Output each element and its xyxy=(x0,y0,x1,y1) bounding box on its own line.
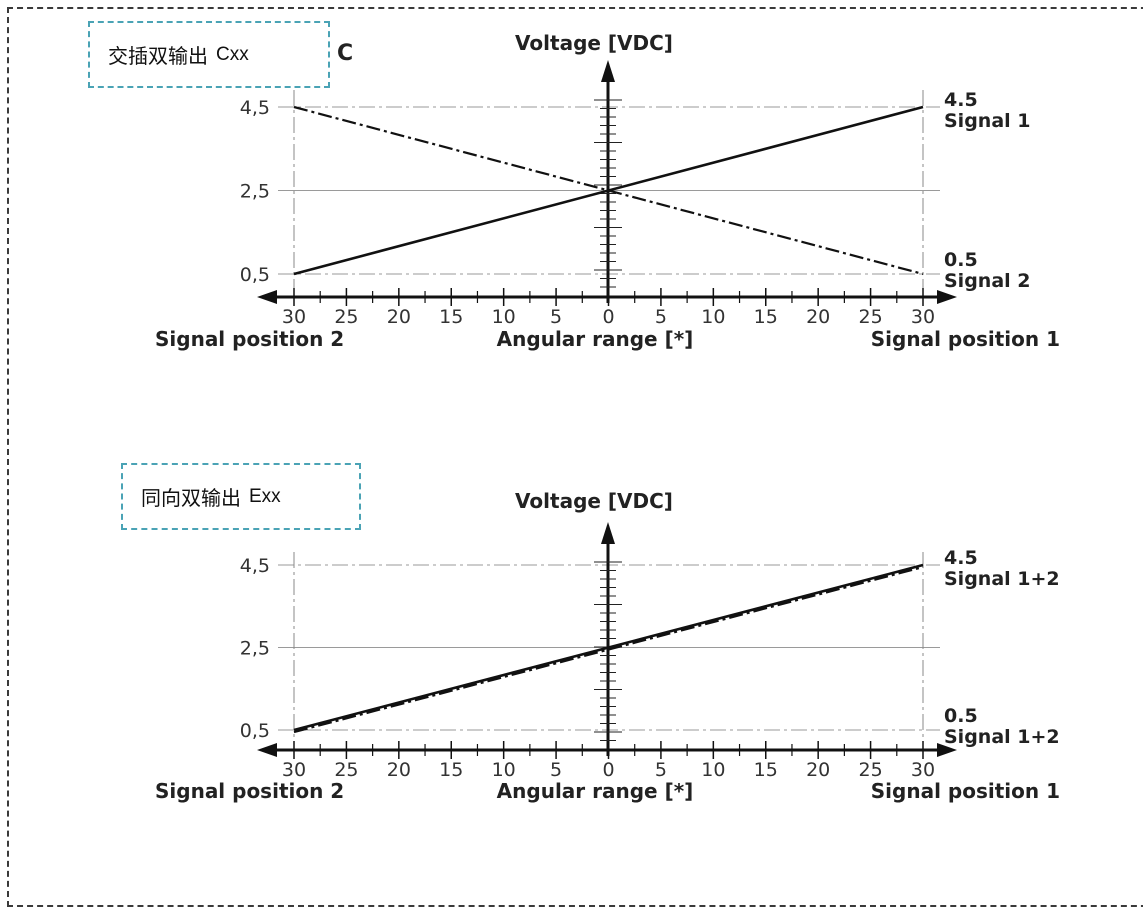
x-tick-label: 30 xyxy=(911,306,935,328)
annotation-value: 0.5 xyxy=(944,249,978,271)
left-position-label: Signal position 2 xyxy=(155,327,344,351)
x-tick-label: 25 xyxy=(858,306,882,328)
x-tick-label: 30 xyxy=(911,759,935,781)
x-tick-label: 15 xyxy=(439,759,463,781)
x-tick-label: 30 xyxy=(282,759,306,781)
x-tick-label: 25 xyxy=(334,306,358,328)
x-tick-label: 10 xyxy=(701,759,725,781)
x-tick-label: 10 xyxy=(492,759,516,781)
annotation-value: 4.5 xyxy=(944,547,978,569)
annotation-signal-name: Signal 1+2 xyxy=(944,568,1060,590)
y-tick-label: 0,5 xyxy=(240,720,270,742)
y-axis-title: Voltage [VDC] xyxy=(515,489,673,513)
y-axis-arrow xyxy=(601,60,615,82)
y-axis-title: Voltage [VDC] xyxy=(515,31,673,55)
x-tick-label: 5 xyxy=(655,306,667,328)
x-tick-label: 20 xyxy=(806,306,830,328)
x-tick-label: 10 xyxy=(701,306,725,328)
x-axis-title: Angular range [*] xyxy=(497,779,694,803)
x-axis-title: Angular range [*] xyxy=(497,327,694,351)
x-tick-label: 15 xyxy=(754,306,778,328)
corner-mark: C xyxy=(337,41,353,66)
x-tick-label: 15 xyxy=(754,759,778,781)
annotation-signal-name: Signal 1 xyxy=(944,110,1031,132)
y-tick-label: 2,5 xyxy=(240,638,270,660)
chart-tag-parallel-output: 同向双输出 Exx xyxy=(121,463,361,530)
x-tick-label: 15 xyxy=(439,306,463,328)
charts-canvas: 4,5 2,5 0,5 30 25 20 15 10 5 0 5 10 15 20 25 30 Voltage … xyxy=(155,31,1060,803)
x-tick-label: 20 xyxy=(387,759,411,781)
x-tick-label: 0 xyxy=(602,306,614,328)
series-line-s2 xyxy=(293,565,924,734)
x-tick-label: 25 xyxy=(334,759,358,781)
right-position-label: Signal position 1 xyxy=(871,327,1060,351)
y-tick-label: 2,5 xyxy=(240,181,270,203)
right-position-label: Signal position 1 xyxy=(871,779,1060,803)
annotation-value: 4.5 xyxy=(944,89,978,111)
annotation-signal-name: Signal 1+2 xyxy=(944,726,1060,748)
tag-label: 同向双输出 xyxy=(141,486,241,510)
x-tick-label: 0 xyxy=(602,759,614,781)
x-tick-label: 20 xyxy=(387,306,411,328)
y-axis-arrow xyxy=(601,522,615,544)
left-position-label: Signal position 2 xyxy=(155,779,344,803)
x-tick-label: 10 xyxy=(492,306,516,328)
series-line-s1 xyxy=(293,563,924,732)
x-tick-label: 5 xyxy=(550,759,562,781)
tag-code: Cxx xyxy=(216,43,249,65)
chart-tag-cross-output: 交插双输出 Cxx xyxy=(88,21,330,88)
tag-label: 交插双输出 xyxy=(108,44,208,68)
y-tick-label: 4,5 xyxy=(240,97,270,119)
annotation-value: 0.5 xyxy=(944,705,978,727)
series-line-s2 xyxy=(293,105,924,276)
x-axis-arrow-left xyxy=(257,290,277,304)
x-tick-label: 20 xyxy=(806,759,830,781)
y-tick-label: 4,5 xyxy=(240,555,270,577)
x-tick-label: 5 xyxy=(655,759,667,781)
annotation-signal-name: Signal 2 xyxy=(944,270,1031,292)
x-axis-arrow-right xyxy=(937,743,957,757)
x-tick-label: 30 xyxy=(282,306,306,328)
x-tick-label: 5 xyxy=(550,306,562,328)
chart-parallel-output: 4,5 2,5 0,5 30 25 20 15 10 5 0 5 10 15 20 25 30 Voltage … xyxy=(155,489,1060,803)
x-axis-arrow-right xyxy=(937,290,957,304)
y-tick-label: 0,5 xyxy=(240,264,270,286)
tag-code: Exx xyxy=(249,485,281,507)
x-axis-arrow-left xyxy=(257,743,277,757)
x-tick-label: 25 xyxy=(858,759,882,781)
chart-cross-output: 4,5 2,5 0,5 30 25 20 15 10 5 0 5 10 15 20 25 30 Voltage … xyxy=(155,31,1060,351)
